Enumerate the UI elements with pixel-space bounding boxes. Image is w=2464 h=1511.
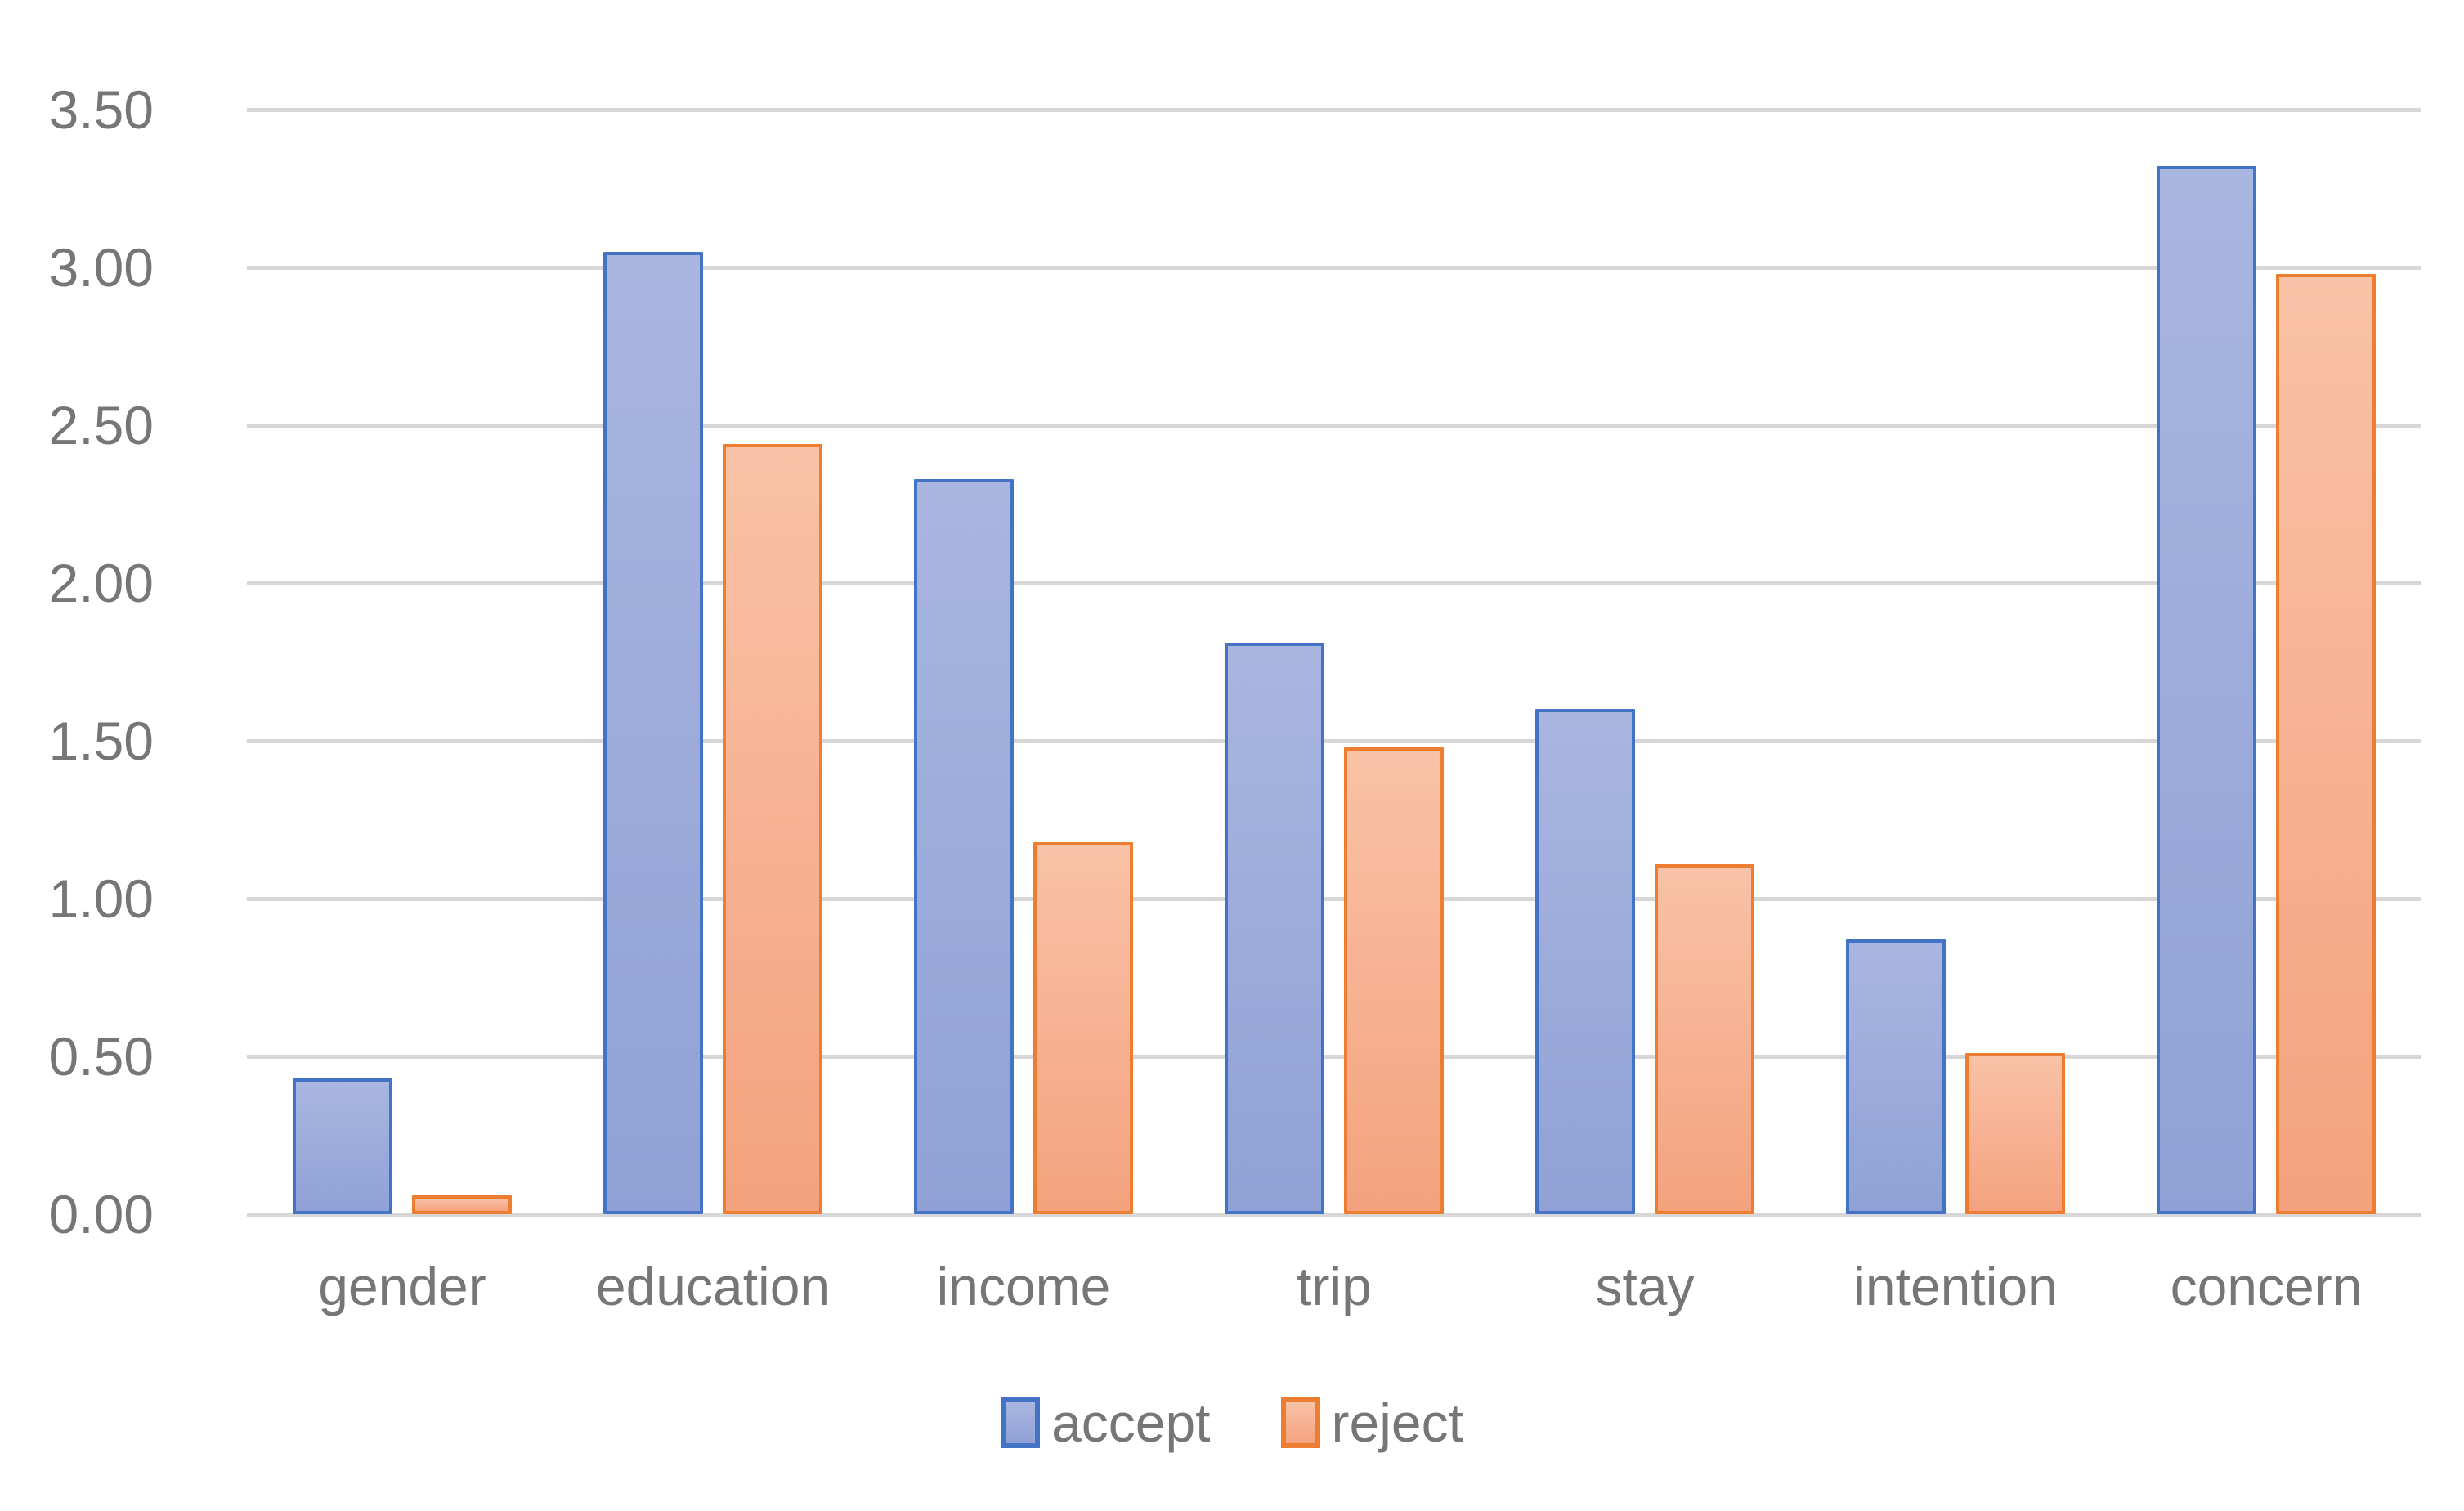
gridline-0.00 [247,1213,2421,1217]
bar-reject-trip [1344,747,1444,1214]
y-tick-label: 0.50 [48,1026,154,1087]
y-tick-label: 1.50 [48,711,154,771]
y-tick-label: 0.00 [48,1184,154,1244]
gridline-3.50 [247,108,2421,112]
bar-reject-intention [1965,1053,2065,1214]
bar-accept-intention [1846,939,1946,1214]
bar-reject-income [1033,841,1133,1214]
legend: accept reject [0,1392,2464,1454]
x-axis-label-intention: intention [1853,1256,2058,1316]
gridline-2.00 [247,581,2421,585]
legend-swatch-reject [1280,1397,1320,1448]
x-axis-label-concern: concern [2170,1256,2363,1316]
x-axis-label-income: income [936,1256,1111,1316]
legend-swatch-accept [1001,1397,1041,1448]
gridline-1.50 [247,739,2421,743]
bar-reject-gender [412,1195,512,1214]
gridline-1.00 [247,897,2421,901]
x-axis-label-trip: trip [1297,1256,1372,1316]
y-tick-label: 3.00 [48,237,154,298]
y-tick-label: 2.00 [48,553,154,613]
legend-label-reject: reject [1331,1392,1463,1453]
bar-accept-trip [1225,643,1324,1214]
x-axis-label-gender: gender [318,1256,486,1316]
bar-reject-education [723,444,822,1214]
bar-accept-stay [1535,709,1635,1214]
gridline-3.00 [247,266,2421,270]
bar-accept-education [603,251,703,1214]
gridline-0.50 [247,1055,2421,1059]
x-axis-label-stay: stay [1595,1256,1695,1316]
y-tick-label: 2.50 [48,395,154,455]
bar-reject-concern [2276,273,2376,1214]
bar-accept-concern [2157,166,2256,1214]
y-tick-label: 1.00 [48,868,154,929]
bar-accept-income [914,478,1014,1214]
plot-area: 0.00 0.50 1.00 1.50 2.00 2.50 3.00 3.50 [49,83,2421,1241]
legend-label-accept: accept [1051,1392,1211,1453]
bar-accept-gender [293,1078,392,1214]
bar-reject-stay [1655,863,1754,1214]
legend-entry-accept: accept [1001,1392,1211,1454]
gridline-2.50 [247,424,2421,428]
y-tick-label: 3.50 [48,79,154,140]
x-axis-label-education: education [595,1256,831,1316]
legend-entry-reject: reject [1280,1392,1463,1454]
